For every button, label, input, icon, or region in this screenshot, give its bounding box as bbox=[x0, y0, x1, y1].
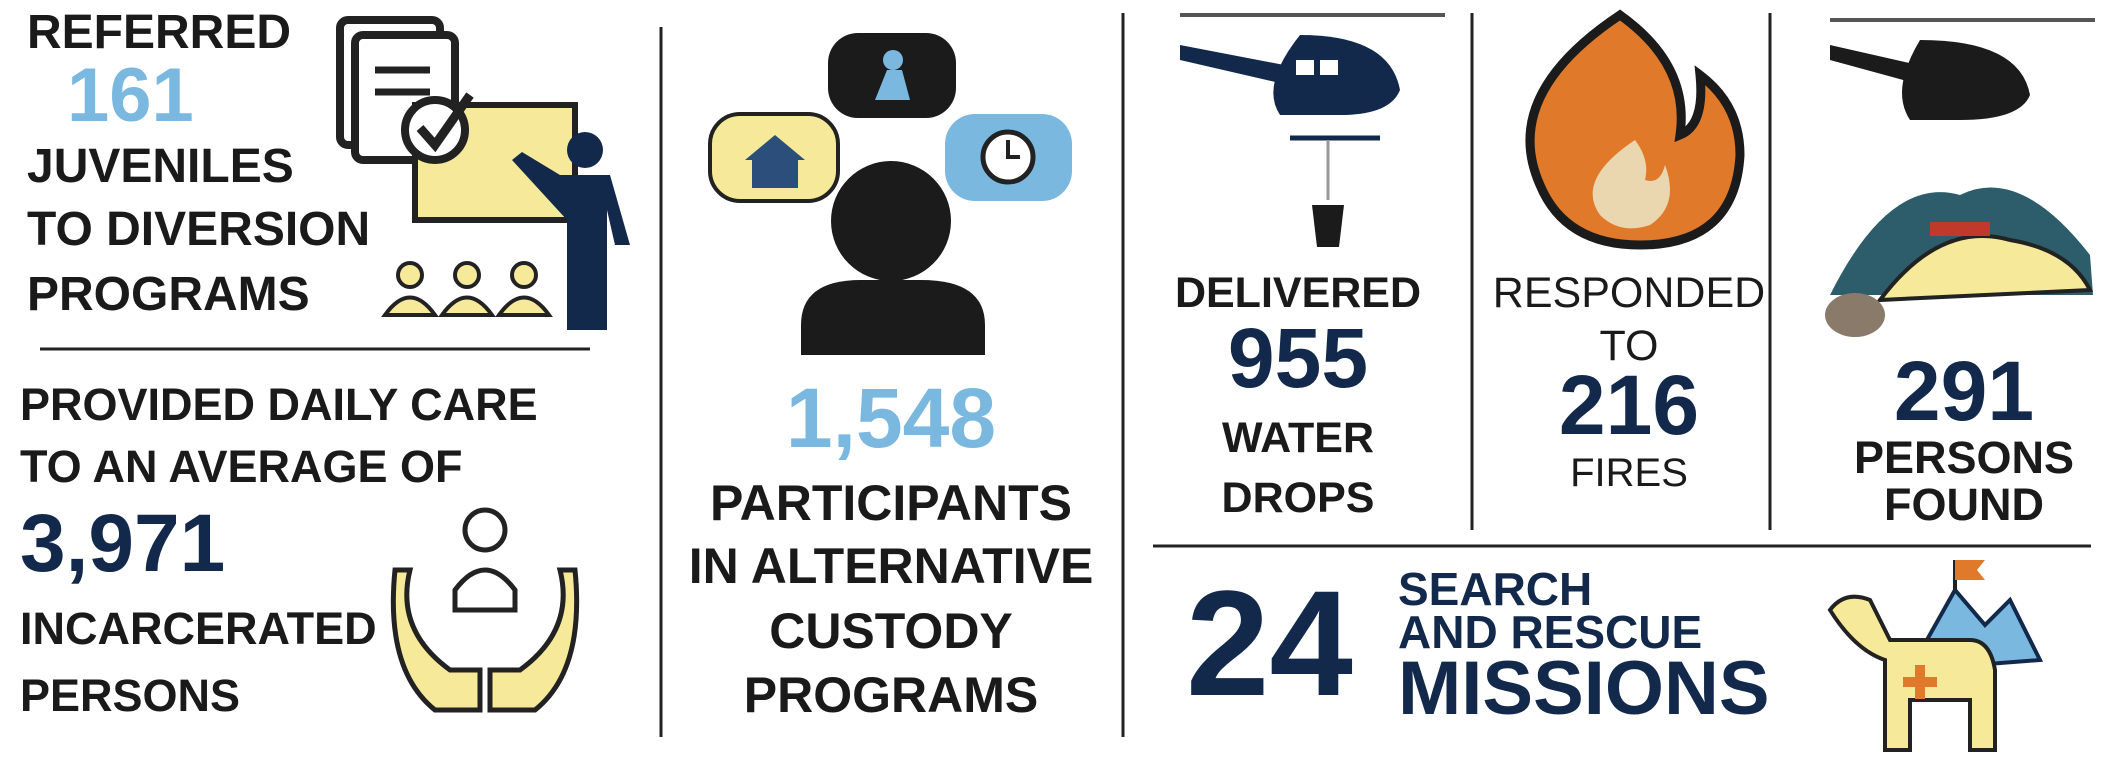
stat-number: 955 bbox=[1227, 311, 1369, 405]
label: TO DIVERSION bbox=[27, 203, 371, 256]
rescue-helicopter-icon bbox=[1825, 18, 2095, 337]
stat-number: 1,548 bbox=[785, 371, 997, 465]
helicopter-bucket-icon bbox=[1180, 13, 1445, 247]
label: RESPONDED bbox=[1492, 269, 1766, 317]
label: MISSIONS bbox=[1398, 646, 1770, 731]
label: TO AN AVERAGE OF bbox=[20, 441, 463, 492]
stat-number: 291 bbox=[1893, 344, 2035, 438]
stat-number: 216 bbox=[1558, 358, 1700, 452]
stat-number: 24 bbox=[1186, 559, 1353, 727]
teacher-icon bbox=[336, 16, 630, 330]
label: JUVENILES bbox=[27, 140, 294, 193]
label: PERSONS bbox=[20, 670, 241, 721]
dividers bbox=[40, 13, 2091, 737]
label: DROPS bbox=[1221, 474, 1375, 522]
label: PROGRAMS bbox=[743, 667, 1039, 723]
label: REFERRED bbox=[27, 6, 292, 59]
label: SEARCH bbox=[1398, 563, 1593, 615]
label: FOUND bbox=[1884, 479, 2044, 530]
rescue-dog-icon bbox=[1827, 560, 2044, 752]
label: PERSONS bbox=[1853, 432, 2075, 483]
fire-icon bbox=[1525, 9, 1745, 250]
hands-icon bbox=[390, 507, 580, 713]
label: FIRES bbox=[1570, 451, 1688, 495]
stat-number: 3,971 bbox=[20, 498, 226, 589]
label: INCARCERATED bbox=[20, 603, 377, 654]
stat-number: 161 bbox=[67, 53, 194, 138]
label: PROGRAMS bbox=[27, 268, 310, 321]
label: CUSTODY bbox=[769, 603, 1013, 659]
label: PROVIDED DAILY CARE bbox=[20, 379, 538, 430]
label: WATER bbox=[1221, 414, 1375, 462]
label: PARTICIPANTS bbox=[709, 475, 1073, 531]
label: TO bbox=[1599, 322, 1659, 370]
person-icon bbox=[708, 33, 1072, 355]
label: AND RESCUE bbox=[1398, 606, 1703, 658]
label: DELIVERED bbox=[1174, 269, 1422, 317]
label: IN ALTERNATIVE bbox=[688, 538, 1094, 594]
